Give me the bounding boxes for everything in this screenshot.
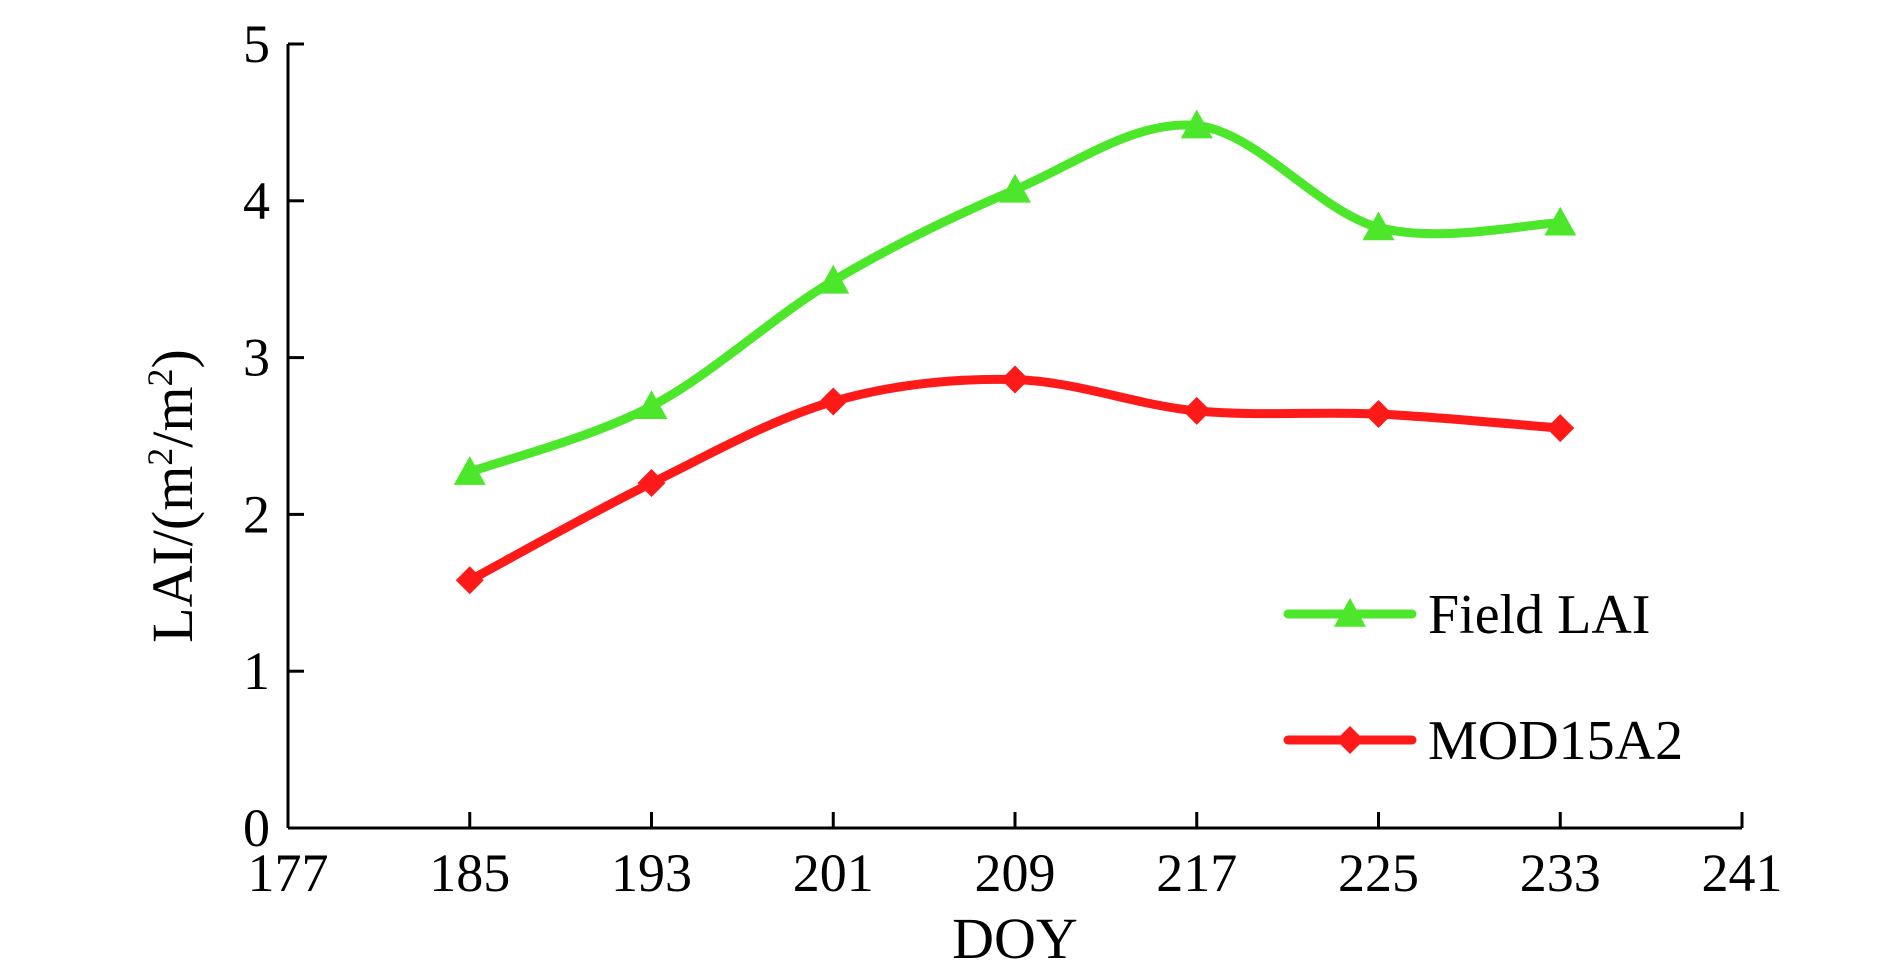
y-axis-title: LAI/(m2/m2) [140,349,205,643]
data-point-field-lai [453,456,486,485]
data-point-field-lai [999,173,1031,203]
data-point-mod15a2 [1182,396,1211,425]
data-point-field-lai [1180,109,1213,139]
y-tick-label: 2 [243,484,270,544]
y-tick-label: 4 [243,171,270,231]
legend-marker-field-lai [1334,598,1366,627]
y-axis-title-sup1: 2 [140,448,180,466]
legend-label-field-lai: Field LAI [1428,584,1650,646]
x-tick-label: 225 [1338,843,1419,903]
x-tick-label: 201 [793,843,874,903]
data-point-mod15a2 [637,469,666,498]
x-tick-label: 209 [975,843,1056,903]
y-tick-label: 0 [243,798,270,858]
y-axis-title-middle: /m [140,386,205,447]
data-point-mod15a2 [819,387,848,416]
data-point-field-lai [1544,206,1577,236]
plot-series-group [453,109,1577,595]
data-point-mod15a2 [1546,414,1575,443]
y-axis-title-prefix: LAI/(m [140,466,205,643]
data-point-field-lai [817,264,850,294]
x-tick-label: 193 [611,843,692,903]
data-point-mod15a2 [1364,400,1393,429]
legend-label-mod15a2: MOD15A2 [1428,710,1683,772]
y-axis-title-sup2: 2 [140,368,180,386]
data-point-field-lai [635,390,668,420]
x-axis-title: DOY [952,906,1078,964]
legend-marker-mod15a2 [1336,726,1364,754]
y-axis-title-suffix: ) [140,349,205,368]
x-tick-label: 177 [248,843,329,903]
series-line-mod15a2 [465,374,1565,585]
legend-item-field-lai: Field LAI [1283,584,1650,646]
legend-item-mod15a2: MOD15A2 [1283,710,1683,772]
x-tick-label: 217 [1156,843,1237,903]
x-tick-label: 185 [429,843,510,903]
y-tick-label: 5 [243,14,270,74]
data-point-field-lai [1362,211,1395,241]
y-tick-label: 3 [243,328,270,388]
legend: Field LAI MOD15A2 [1283,584,1683,772]
x-tick-label: 241 [1702,843,1783,903]
x-tick-label: 233 [1520,843,1601,903]
x-ticks-group: 177 185 193 201 209 217 225 233 241 [248,812,1783,903]
y-tick-label: 1 [243,641,270,701]
y-ticks-group: 0 1 2 3 4 5 [243,14,304,858]
data-point-mod15a2 [455,566,484,595]
data-point-mod15a2 [1001,365,1029,394]
